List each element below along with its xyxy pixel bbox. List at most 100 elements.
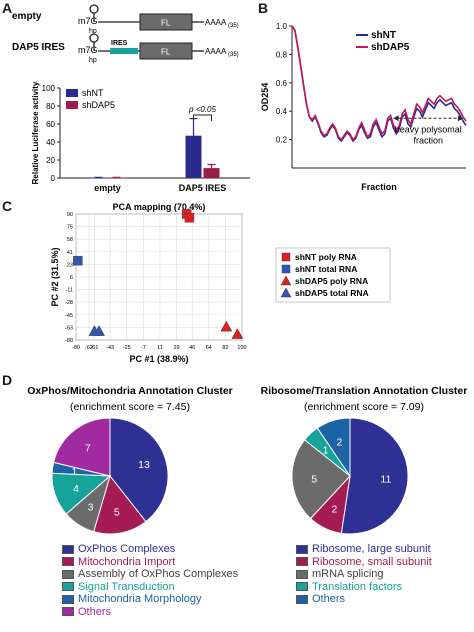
- construct-diagram: empty m7G hp FL AAAA (35) DAP5 IRES m7G …: [12, 4, 239, 64]
- legend-label: Mitochondria Import: [78, 555, 176, 568]
- x-tick-label: -25: [123, 345, 131, 351]
- construct-ires-hp: hp: [89, 57, 97, 64]
- y-axis-label: PC #2 (31.5%): [50, 247, 60, 306]
- pie-title: OxPhos/Mitochondria Annotation Cluster: [27, 385, 233, 397]
- y-axis-label: Relative Luciferase activity: [31, 81, 40, 184]
- construct-ires-fl: FL: [161, 48, 171, 57]
- legend-label: Ribosome, large subunit: [312, 543, 431, 555]
- pie-value-label: 11: [380, 474, 391, 486]
- legend-swatch: [296, 582, 308, 592]
- pie-value-label: 7: [85, 443, 91, 455]
- legend-row: Mitochondria Import: [62, 556, 238, 569]
- legend-box: [275, 247, 391, 303]
- x-tick-label: 46: [189, 345, 195, 351]
- legend-row: mRNA splicing: [296, 568, 432, 581]
- legend-marker: [281, 252, 291, 262]
- construct-empty-hp: hp: [89, 28, 97, 35]
- legend-label: Others: [312, 593, 346, 605]
- construct-ires-ires: IRES: [111, 40, 128, 47]
- pie-value-label: 5: [311, 474, 317, 486]
- legend-label: OxPhos Complexes: [78, 543, 176, 555]
- legend-swatch: [66, 89, 78, 97]
- pie-slice: [109, 417, 169, 523]
- scatter-point: [184, 212, 195, 223]
- y-tick-label: 41: [67, 250, 73, 256]
- chart-title: PCA mapping (70.4%): [113, 202, 206, 212]
- legend-label: Assembly of OxPhos Complexes: [78, 568, 239, 580]
- legend-label: Others: [78, 605, 112, 618]
- legend-row: OxPhos Complexes: [62, 543, 238, 556]
- x-axis-label: PC #1 (38.9%): [129, 354, 188, 364]
- series-line: [291, 25, 467, 141]
- hairpin-icon: [89, 33, 99, 51]
- x-tick-label: -80: [72, 345, 80, 351]
- polysome-annotation: fraction: [414, 135, 444, 145]
- legend-label: Mitochondria Morphology: [78, 593, 202, 605]
- construct-empty-label: empty: [12, 11, 42, 22]
- legend-label: mRNA splicing: [312, 568, 384, 580]
- ribosome-legend: Ribosome, large subunit Ribosome, small s…: [296, 543, 432, 606]
- construct-ires-tail-sub: (35): [228, 52, 239, 58]
- y-tick-label: 0.2: [276, 136, 288, 145]
- significance-bracket: [193, 114, 212, 121]
- y-tick-label: 100: [42, 84, 56, 93]
- construct-empty-tail-sub: (35): [228, 23, 239, 29]
- bar: [203, 168, 220, 178]
- pie-slice: [291, 439, 351, 520]
- y-tick-label: -11: [65, 288, 73, 294]
- pie-value-label: 1: [323, 445, 329, 457]
- legend-swatch: [62, 594, 74, 604]
- x-tick-label: -7: [141, 345, 146, 351]
- legend-swatch: [296, 557, 308, 567]
- y-tick-label: 60: [46, 120, 55, 129]
- hairpin-icon: [89, 4, 99, 22]
- x-tick-label: -43: [106, 345, 114, 351]
- x-tick-label: 11: [157, 345, 163, 351]
- x-tick-label: 29: [173, 345, 179, 351]
- pie-subtitle: (enrichment score = 7.09): [304, 401, 424, 413]
- legend-label: Signal Transduction: [78, 580, 175, 593]
- x-category-label: empty: [94, 183, 121, 193]
- x-tick-label: -62: [85, 345, 93, 351]
- construct-empty-cap: m7G: [78, 16, 98, 26]
- legend-row: Mitochondria Morphology: [62, 593, 238, 606]
- panel-letter-a: A: [2, 0, 13, 16]
- legend-swatch: [296, 569, 308, 579]
- legend-label: Translation factors: [312, 580, 403, 593]
- y-tick-label: 75: [67, 225, 73, 231]
- legend-label: Ribosome, small subunit: [312, 555, 432, 568]
- scatter-point: [220, 320, 233, 332]
- y-tick-label: -63: [65, 325, 73, 331]
- y-tick-label: -45: [65, 313, 73, 319]
- significance-label: p <0.05: [188, 105, 216, 114]
- legend-row: Assembly of OxPhos Complexes: [62, 568, 238, 581]
- pie-value-label: 13: [138, 459, 150, 471]
- scatter-point: [73, 255, 83, 266]
- legend-label: shNT: [82, 88, 104, 98]
- x-tick-label: 100: [237, 345, 246, 351]
- legend-swatch: [296, 544, 308, 554]
- legend-label: shDAP5: [371, 42, 410, 53]
- legend-swatch: [62, 557, 74, 567]
- construct-empty-fl: FL: [161, 19, 171, 28]
- legend-marker: [280, 287, 292, 298]
- y-tick-label: 90: [67, 212, 73, 218]
- y-tick-label: 0.8: [276, 50, 288, 59]
- legend-swatch: [66, 101, 78, 109]
- y-tick-label: 40: [46, 138, 55, 147]
- pie-value-label: 3: [88, 501, 94, 513]
- y-tick-label: 80: [46, 102, 55, 111]
- legend-swatch: [296, 594, 308, 604]
- pie-value-label: 1: [71, 466, 77, 478]
- pie-value-label: 2: [336, 437, 342, 449]
- construct-ires-label: DAP5 IRES: [12, 42, 65, 53]
- legend-label: shNT: [371, 30, 396, 41]
- legend-swatch: [62, 607, 74, 617]
- legend-marker: [280, 275, 292, 286]
- pie-slice: [93, 474, 147, 535]
- legend-label: shDAP5 poly RNA: [295, 276, 368, 286]
- pie-subtitle: (enrichment score = 7.45): [70, 401, 190, 413]
- y-tick-label: 6: [70, 275, 73, 281]
- y-tick-label: -28: [65, 300, 73, 306]
